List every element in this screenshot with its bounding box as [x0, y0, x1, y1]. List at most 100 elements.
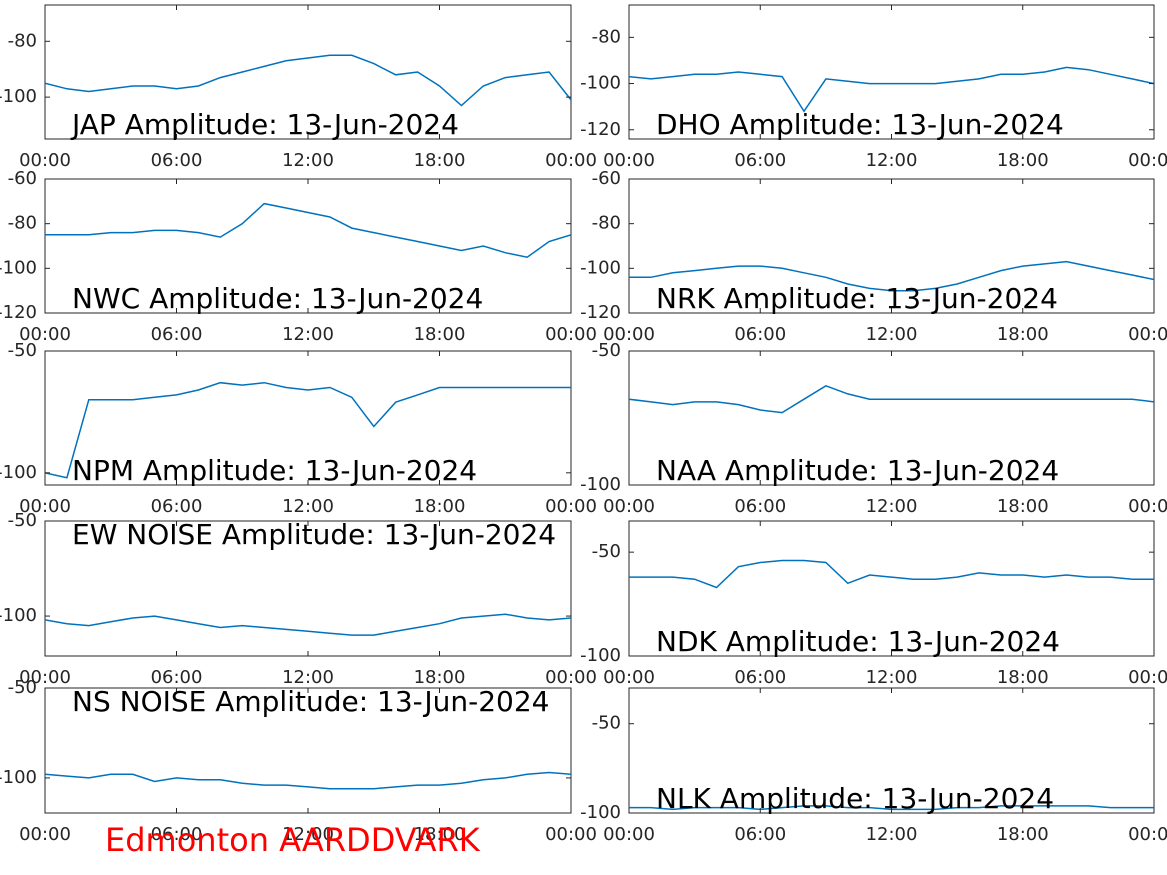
- x-tick-label: 00:00: [545, 824, 597, 845]
- x-tick-label: 18:00: [414, 667, 466, 688]
- x-tick-label: 12:00: [282, 824, 334, 845]
- y-tick-label: -100: [0, 605, 37, 626]
- axes-frame: [628, 687, 1155, 814]
- x-tick-label: 00:00: [545, 496, 597, 517]
- x-tick-label: 06:00: [151, 824, 203, 845]
- chart-title: NLK Amplitude: 13-Jun-2024: [656, 782, 1054, 815]
- x-tick-label: 06:00: [151, 496, 203, 517]
- x-tick-label: 00:00: [1128, 667, 1167, 688]
- x-tick-label: 00:00: [19, 824, 71, 845]
- x-tick-label: 00:00: [1128, 496, 1167, 517]
- y-tick-label: -50: [592, 340, 621, 361]
- y-tick-label: -50: [8, 510, 37, 531]
- chart-title: NPM Amplitude: 13-Jun-2024: [72, 454, 477, 487]
- x-tick-label: 18:00: [997, 667, 1049, 688]
- x-tick-label: 12:00: [866, 150, 918, 171]
- x-tick-label: 12:00: [866, 324, 918, 345]
- chart-title: NS NOISE Amplitude: 13-Jun-2024: [72, 685, 549, 718]
- y-tick-label: -100: [580, 257, 621, 278]
- x-tick-label: 18:00: [997, 150, 1049, 171]
- chart-title: NDK Amplitude: 13-Jun-2024: [656, 625, 1060, 658]
- x-tick-label: 12:00: [866, 824, 918, 845]
- x-tick-label: 06:00: [734, 496, 786, 517]
- x-tick-label: 00:00: [545, 324, 597, 345]
- chart-title: NAA Amplitude: 13-Jun-2024: [656, 454, 1059, 487]
- trace: [45, 613, 571, 636]
- y-tick-label: -80: [8, 213, 37, 234]
- y-tick-label: -80: [592, 213, 621, 234]
- x-tick-label: 00:00: [603, 824, 655, 845]
- y-tick-label: -100: [0, 257, 37, 278]
- y-tick-label: -100: [580, 474, 621, 495]
- x-tick-label: 12:00: [282, 150, 334, 171]
- y-tick-label: -50: [8, 677, 37, 698]
- y-tick-label: -50: [8, 340, 37, 361]
- x-tick-label: 18:00: [414, 324, 466, 345]
- y-tick-label: -50: [592, 713, 621, 734]
- y-tick-label: -120: [0, 302, 37, 323]
- x-tick-label: 00:00: [1128, 324, 1167, 345]
- chart-title: DHO Amplitude: 13-Jun-2024: [656, 108, 1064, 141]
- x-tick-label: 12:00: [282, 324, 334, 345]
- x-tick-label: 06:00: [734, 824, 786, 845]
- axes-frame: [628, 4, 1155, 140]
- y-tick-label: -60: [592, 168, 621, 189]
- x-tick-label: 06:00: [151, 667, 203, 688]
- y-tick-label: -100: [0, 86, 37, 107]
- y-tick-label: -80: [592, 26, 621, 47]
- axes-frame: [44, 350, 572, 486]
- x-tick-label: 12:00: [866, 667, 918, 688]
- x-tick-label: 00:00: [19, 496, 71, 517]
- x-tick-label: 18:00: [997, 324, 1049, 345]
- y-tick-label: -100: [580, 645, 621, 666]
- x-tick-label: 06:00: [734, 324, 786, 345]
- x-tick-label: 00:00: [1128, 824, 1167, 845]
- caption: Edmonton AARDDVARK: [105, 821, 481, 859]
- y-tick-label: -100: [580, 802, 621, 823]
- x-tick-label: 00:00: [603, 324, 655, 345]
- x-tick-label: 00:00: [545, 150, 597, 171]
- chart-title: JAP Amplitude: 13-Jun-2024: [70, 108, 459, 141]
- y-tick-label: -60: [8, 168, 37, 189]
- y-tick-label: -100: [580, 73, 621, 94]
- trace: [629, 559, 1154, 589]
- axes-frame: [44, 4, 572, 140]
- x-tick-label: 12:00: [282, 496, 334, 517]
- x-tick-label: 00:00: [603, 150, 655, 171]
- x-tick-label: 18:00: [414, 824, 466, 845]
- chart-title: EW NOISE Amplitude: 13-Jun-2024: [72, 518, 556, 551]
- x-tick-label: 00:00: [545, 667, 597, 688]
- chart-title: NWC Amplitude: 13-Jun-2024: [72, 282, 483, 315]
- x-tick-label: 00:00: [603, 667, 655, 688]
- y-tick-label: -120: [580, 119, 621, 140]
- x-tick-label: 06:00: [151, 324, 203, 345]
- y-tick-label: -80: [8, 30, 37, 51]
- x-tick-label: 00:00: [1128, 150, 1167, 171]
- x-tick-label: 18:00: [997, 824, 1049, 845]
- trace: [629, 260, 1154, 292]
- trace: [45, 771, 571, 790]
- axes-frame: [44, 687, 572, 814]
- axes-frame: [628, 520, 1155, 657]
- y-tick-label: -120: [580, 302, 621, 323]
- x-tick-label: 06:00: [734, 667, 786, 688]
- y-tick-label: -50: [592, 541, 621, 562]
- trace: [629, 66, 1154, 113]
- trace: [45, 381, 571, 479]
- x-tick-label: 00:00: [19, 324, 71, 345]
- x-tick-label: 12:00: [282, 667, 334, 688]
- x-tick-label: 00:00: [19, 150, 71, 171]
- x-tick-label: 06:00: [151, 150, 203, 171]
- trace: [45, 54, 571, 107]
- y-tick-label: -100: [0, 462, 37, 483]
- x-tick-label: 00:00: [603, 496, 655, 517]
- x-tick-label: 12:00: [866, 496, 918, 517]
- y-tick-label: -100: [0, 767, 37, 788]
- x-tick-label: 18:00: [414, 150, 466, 171]
- x-tick-label: 18:00: [997, 496, 1049, 517]
- x-tick-label: 18:00: [414, 496, 466, 517]
- trace: [45, 202, 571, 259]
- trace: [629, 384, 1154, 414]
- chart-title: NRK Amplitude: 13-Jun-2024: [656, 282, 1058, 315]
